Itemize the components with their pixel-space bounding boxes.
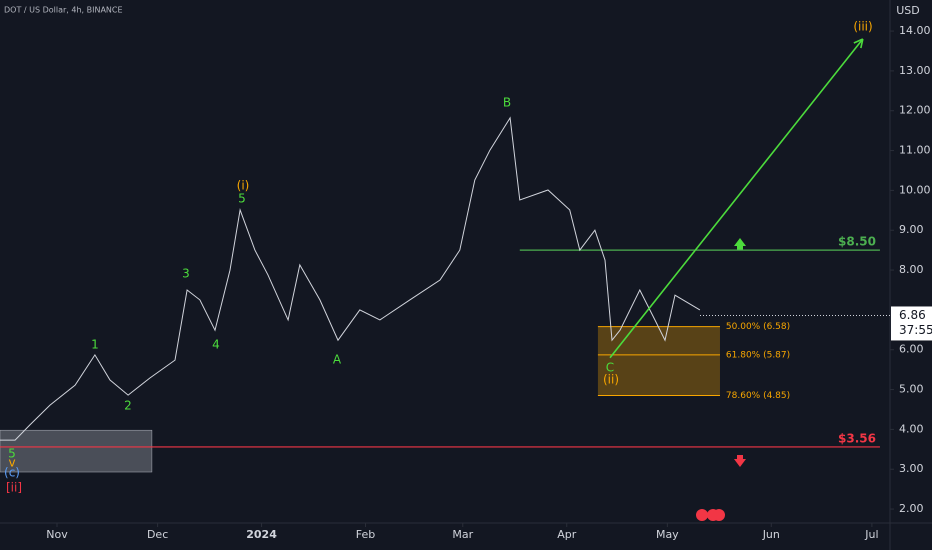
y-tick-label: 9.00 [899, 223, 924, 236]
wave-label: C [606, 361, 614, 375]
current-price-label: 6.86 [899, 308, 926, 322]
x-tick-label: Jul [864, 528, 878, 541]
y-tick-label: 3.00 [899, 462, 924, 475]
y-tick-label: 6.00 [899, 343, 924, 356]
projection-line [609, 38, 864, 359]
down-arrow-icon [734, 455, 746, 467]
fib-label: 50.00% (6.58) [726, 322, 790, 332]
wave-label: [ii] [6, 481, 22, 495]
fib-label: 78.60% (4.85) [726, 391, 790, 401]
wave-label: B [503, 96, 511, 110]
y-tick-label: 12.00 [899, 104, 931, 117]
wave-label: 4 [212, 338, 220, 352]
range-box [0, 429, 153, 473]
x-tick-label: Jun [762, 528, 780, 541]
x-tick-label: Feb [356, 528, 375, 541]
wave-label: 3 [182, 267, 190, 281]
y-axis-label: USD [896, 4, 920, 17]
x-tick-label: Dec [147, 528, 168, 541]
price-line [0, 116, 701, 441]
level-label: $8.50 [838, 235, 876, 249]
up-arrow-icon [734, 238, 746, 250]
wave-label: A [333, 353, 342, 367]
wave-label: 2 [124, 399, 132, 413]
y-tick-label: 5.00 [899, 383, 924, 396]
wave-label: 5 [8, 447, 16, 461]
y-tick-label: 13.00 [899, 64, 931, 77]
level-label: $3.56 [838, 431, 876, 445]
y-tick-label: 14.00 [899, 24, 931, 37]
x-tick-label: Apr [557, 528, 577, 541]
y-tick-label: 8.00 [899, 263, 924, 276]
wave-label: (ii) [603, 373, 619, 387]
wave-label: (i) [237, 179, 250, 193]
fib-label: 61.80% (5.87) [726, 350, 790, 360]
wave-label: 5 [238, 192, 246, 206]
wave-label: 1 [91, 338, 99, 352]
chart-title: DOT / US Dollar, 4h, BINANCE [4, 6, 123, 15]
fib-zone [597, 326, 720, 396]
y-tick-label: 10.00 [899, 183, 931, 196]
wave-label: (c) [4, 466, 20, 480]
x-tick-label: Nov [46, 528, 68, 541]
x-tick-label: May [656, 528, 679, 541]
wave-label: (iii) [853, 20, 872, 34]
wave-label: v [8, 456, 15, 470]
y-tick-label: 4.00 [899, 422, 924, 435]
event-icon [713, 509, 725, 521]
y-tick-label: 2.00 [899, 502, 924, 515]
y-tick-label: 11.00 [899, 144, 931, 157]
x-tick-label: 2024 [246, 528, 277, 541]
x-tick-label: Mar [452, 528, 473, 541]
projection-arrowhead [853, 38, 864, 49]
current-price-tag [891, 306, 932, 341]
event-icon [696, 509, 708, 521]
countdown-label: 37:55 [899, 323, 932, 337]
